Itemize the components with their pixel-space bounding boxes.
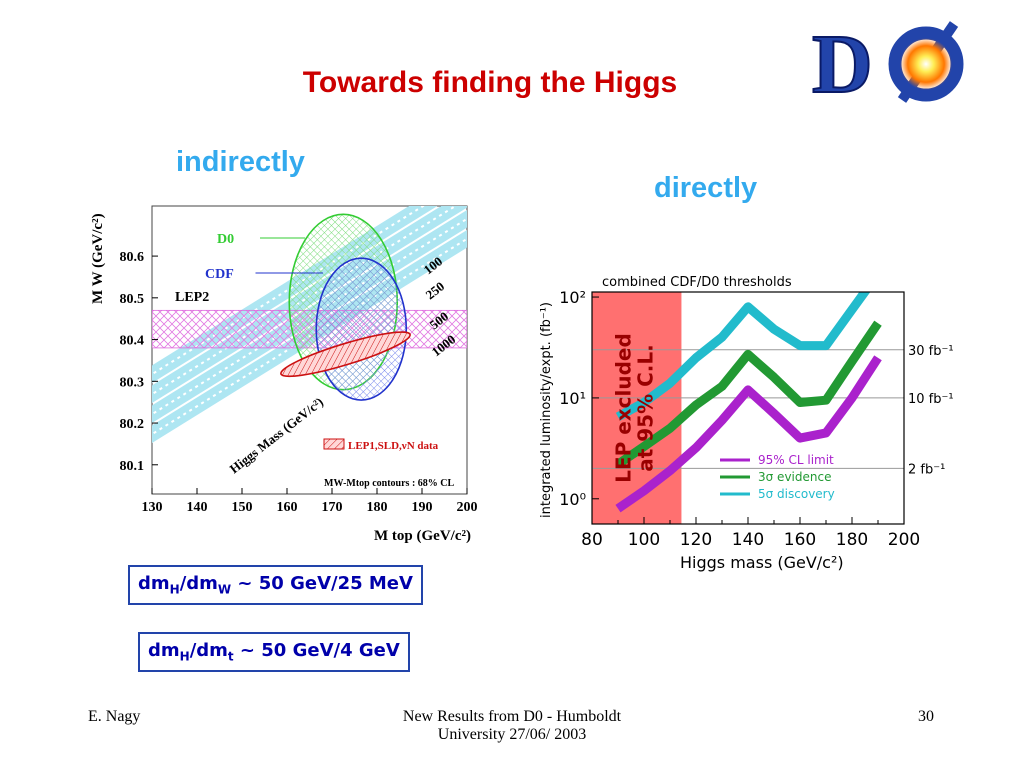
logo-star-icon: [900, 38, 952, 90]
footer-center-line2: University 27/06/ 2003: [437, 726, 587, 743]
y-tick-label: 10⁰: [559, 490, 586, 509]
contour-footnote: MW-Mtop contours : 68% CL: [324, 478, 455, 489]
legend-label: 3σ evidence: [758, 470, 831, 484]
y-axis-label: M W (GeV/c²): [90, 213, 106, 304]
formula2-sub-t: t: [227, 649, 234, 664]
formula1-prefix: dm: [138, 573, 170, 594]
legend-swatch: [323, 438, 345, 450]
y-tick-label: 80.5: [120, 292, 145, 307]
formula-w-box: dmH/dmW ~ 50 GeV/25 MeV: [128, 565, 423, 605]
x-tick-label: 190: [412, 500, 433, 515]
mw-mtop-chart: 130 140 150 160 170 180 190 200 80.1 80.2 80.3 80.4…: [90, 205, 478, 544]
x-axis-label: Higgs mass (GeV/c²): [680, 553, 844, 572]
y-tick-label: 80.2: [120, 417, 145, 432]
y-axis-label: integrated luminosity/expt. (fb⁻¹): [539, 302, 554, 518]
x-tick-label: 80: [581, 530, 603, 550]
x-tick-label: 180: [367, 500, 388, 515]
reference-line-label: 30 fb⁻¹: [908, 344, 954, 359]
logo-d-letter: D: [812, 18, 873, 108]
d0-label: D0: [217, 232, 234, 247]
x-tick-label: 140: [187, 500, 208, 515]
y-tick-label: 80.3: [120, 375, 145, 390]
lep2-label: LEP2: [175, 290, 209, 305]
formula1-sub-h: H: [169, 582, 180, 597]
excluded-label-line1: LEP excluded: [612, 333, 636, 483]
x-tick-label: 200: [457, 500, 478, 515]
reference-line-label: 10 fb⁻¹: [908, 392, 954, 407]
formula1-mid: /dm: [179, 573, 218, 594]
formula2-prefix: dm: [148, 640, 180, 661]
luminosity-chart: 80 100 120 140 160 180 200 10⁰ 10¹ 10² Higgs mass …: [539, 275, 954, 572]
series-line-1: [615, 320, 882, 468]
formula1-sub-w: W: [217, 582, 232, 597]
y-tick-label: 10²: [559, 288, 586, 307]
x-tick-label: 170: [322, 500, 343, 515]
x-tick-label: 160: [784, 530, 816, 550]
legend-label: 95% CL limit: [758, 453, 834, 467]
x-tick-label: 160: [277, 500, 298, 515]
reference-line-label: 2 fb⁻¹: [908, 462, 945, 477]
y-tick-label: 10¹: [559, 389, 586, 408]
y-tick-label: 80.4: [120, 334, 145, 349]
ellipse-lep1-sld: [280, 331, 411, 378]
y-tick-label: 80.6: [120, 250, 145, 265]
footer-center-line1: New Results from D0 - Humboldt: [402, 708, 622, 725]
x-tick-label: 140: [732, 530, 764, 550]
excluded-label-line2: at 95% C.L.: [634, 344, 658, 471]
direct-label: directly: [654, 172, 758, 204]
legend-label: 5σ discovery: [758, 487, 835, 501]
indirect-label: indirectly: [176, 146, 305, 178]
right-chart-title: combined CDF/D0 thresholds: [602, 275, 792, 290]
cdf-label: CDF: [205, 267, 234, 282]
formula1-suffix: ~ 50 GeV/25 MeV: [231, 573, 413, 594]
formula2-sub-h: H: [179, 649, 190, 664]
formula-t-box: dmH/dmt ~ 50 GeV/4 GeV: [138, 632, 410, 672]
ellipse-cdf: [315, 257, 408, 401]
logo-zero-ring: [888, 26, 964, 102]
x-axis-label: M top (GeV/c²): [374, 528, 471, 544]
series-line-0: [615, 355, 882, 513]
y-tick-label: 80.1: [120, 459, 145, 474]
x-tick-label: 150: [232, 500, 253, 515]
x-tick-label: 100: [628, 530, 660, 550]
x-tick-label: 130: [142, 500, 163, 515]
x-tick-label: 180: [836, 530, 868, 550]
legend-label: LEP1,SLD,νN data: [348, 440, 439, 452]
footer-page-number: 30: [918, 708, 934, 725]
formula2-suffix: ~ 50 GeV/4 GeV: [233, 640, 400, 661]
slide-title: Towards finding the Higgs: [302, 66, 678, 99]
d0-logo: D: [811, 18, 964, 108]
footer-center: New Results from D0 - Humboldt Universit…: [0, 708, 1024, 744]
x-tick-label: 120: [680, 530, 712, 550]
footer-author: E. Nagy: [88, 708, 141, 725]
formula2-mid: /dm: [189, 640, 228, 661]
x-tick-label: 200: [888, 530, 920, 550]
series-line-2: [615, 292, 871, 421]
